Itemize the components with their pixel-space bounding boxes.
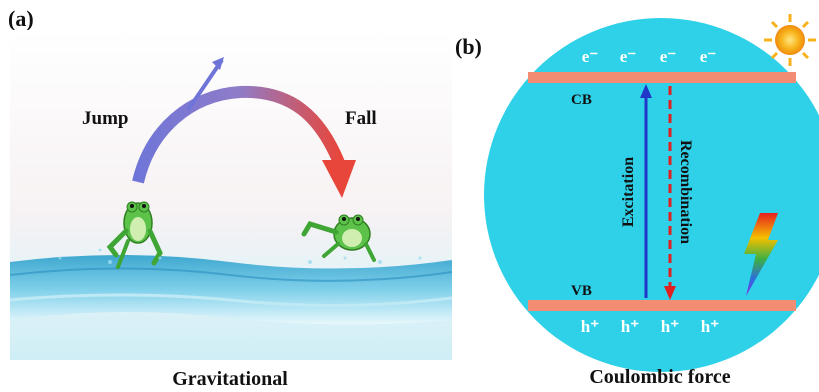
- electron-label: e⁻: [700, 47, 717, 66]
- panel-a-caption: Gravitational: [172, 368, 288, 390]
- hole-label: h⁺: [661, 317, 679, 336]
- water-surface: [10, 255, 452, 325]
- water-splash: [58, 248, 422, 264]
- fall-label: Fall: [345, 108, 377, 129]
- jump-fall-arc: [132, 57, 356, 198]
- electron-label: e⁻: [582, 47, 599, 66]
- valence-band: [528, 300, 796, 311]
- panel-b-label: (b): [455, 34, 482, 59]
- hole-label: h⁺: [701, 317, 719, 336]
- electron-row: e⁻ e⁻ e⁻ e⁻: [582, 47, 717, 66]
- excitation-arrowhead-icon: [640, 84, 652, 98]
- conduction-band: [528, 72, 796, 83]
- excitation-label: Excitation: [620, 157, 637, 227]
- vb-label: VB: [571, 283, 592, 299]
- hole-row: h⁺ h⁺ h⁺ h⁺: [581, 317, 719, 336]
- sun-icon: [764, 14, 816, 66]
- jump-label: Jump: [82, 108, 128, 129]
- semiconductor-particle: [484, 18, 819, 372]
- panel-a-scene: [9, 30, 453, 360]
- jump-arrowhead-icon: [186, 58, 224, 112]
- recombination-arrowhead-icon: [664, 286, 676, 300]
- panel-b-caption: Coulombic force: [589, 366, 731, 388]
- cb-label: CB: [571, 92, 592, 108]
- hole-label: h⁺: [581, 317, 599, 336]
- recombination-label: Recombination: [677, 140, 694, 244]
- electron-label: e⁻: [620, 47, 637, 66]
- frog-icon: [301, 214, 376, 262]
- lightning-icon: [744, 213, 778, 296]
- frog-icon: [106, 201, 163, 269]
- panel-b-scene: [484, 14, 819, 372]
- fall-arrowhead-icon: [322, 160, 356, 198]
- panel-a-label: (a): [8, 6, 34, 31]
- hole-label: h⁺: [621, 317, 639, 336]
- electron-label: e⁻: [660, 47, 677, 66]
